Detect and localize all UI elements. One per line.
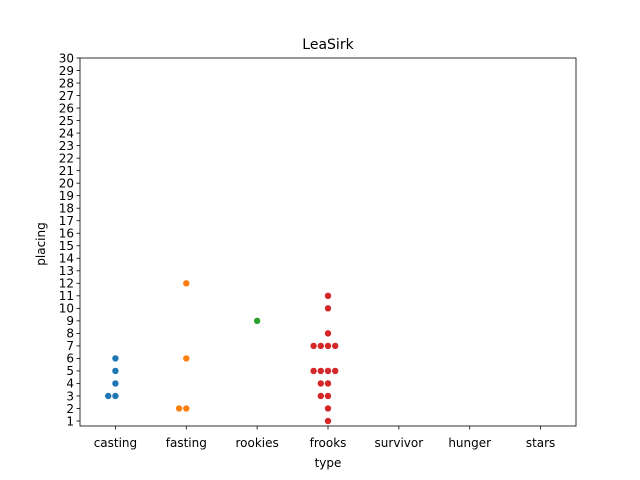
data-point — [183, 405, 190, 412]
y-tick-label: 5 — [66, 364, 74, 378]
data-point — [112, 355, 119, 362]
data-point — [112, 367, 119, 375]
data-point — [332, 342, 339, 350]
data-point — [183, 280, 190, 287]
y-tick-label: 15 — [59, 239, 74, 253]
y-tick-label: 18 — [59, 202, 74, 216]
x-tick-label: fasting — [166, 436, 207, 450]
y-tick-label: 9 — [66, 314, 74, 328]
data-point — [310, 342, 317, 350]
y-tick-label: 22 — [59, 151, 74, 165]
data-point — [175, 405, 183, 412]
y-tick-label: 28 — [59, 76, 74, 90]
y-tick-label: 7 — [66, 339, 74, 353]
y-tick-label: 30 — [59, 51, 74, 65]
chart-title: LeaSirk — [302, 37, 354, 53]
y-tick-label: 16 — [59, 227, 74, 241]
data-point — [324, 342, 332, 350]
data-point — [324, 367, 332, 375]
data-point — [324, 305, 332, 312]
y-tick-label: 14 — [59, 252, 74, 266]
data-point — [310, 367, 317, 375]
data-points — [105, 280, 339, 425]
data-point — [324, 330, 332, 337]
data-point — [317, 367, 324, 375]
data-point — [317, 392, 324, 400]
x-axis-label: type — [315, 456, 342, 470]
y-tick-label: 21 — [59, 164, 74, 178]
y-tick-label: 12 — [59, 277, 74, 291]
x-tick-label: casting — [94, 436, 137, 450]
y-tick-label: 26 — [59, 101, 74, 115]
data-point — [317, 342, 324, 350]
data-point — [332, 367, 339, 375]
x-tick-label: rookies — [236, 436, 279, 450]
y-tick-label: 10 — [59, 302, 74, 316]
y-tick-label: 17 — [59, 214, 74, 228]
x-tick-label: hunger — [448, 436, 491, 450]
y-tick-label: 6 — [66, 352, 74, 366]
data-point — [183, 355, 190, 362]
data-point — [324, 417, 332, 425]
y-tick-label: 23 — [59, 139, 74, 153]
data-point — [105, 392, 112, 400]
x-tick-label: survivor — [375, 436, 424, 450]
y-tick-label: 3 — [66, 389, 74, 403]
data-point — [112, 380, 119, 387]
x-axis: casting fasting rookies frooks survivor hunge… — [94, 426, 556, 450]
data-point — [324, 380, 332, 387]
data-point — [324, 392, 332, 400]
y-tick-label: 29 — [59, 64, 74, 78]
y-tick-label: 11 — [59, 289, 74, 303]
data-point — [324, 405, 332, 412]
y-tick-label: 24 — [59, 126, 74, 140]
data-point — [253, 317, 261, 325]
y-tick-label: 4 — [66, 377, 74, 391]
x-tick-label: frooks — [310, 436, 347, 450]
data-point — [112, 392, 119, 400]
y-tick-label: 2 — [66, 402, 74, 416]
y-tick-label: 20 — [59, 176, 74, 190]
y-axis-label: placing — [34, 222, 48, 265]
data-point — [317, 380, 324, 387]
x-tick-label: stars — [526, 436, 556, 450]
data-point — [324, 292, 332, 300]
y-tick-label: 19 — [59, 189, 74, 203]
y-tick-label: 8 — [66, 327, 74, 341]
y-axis: 1234567891011121314151617181920212223242… — [59, 51, 80, 428]
y-tick-label: 27 — [59, 89, 74, 103]
y-tick-label: 25 — [59, 114, 74, 128]
y-tick-label: 13 — [59, 264, 74, 278]
y-tick-label: 1 — [66, 414, 74, 428]
